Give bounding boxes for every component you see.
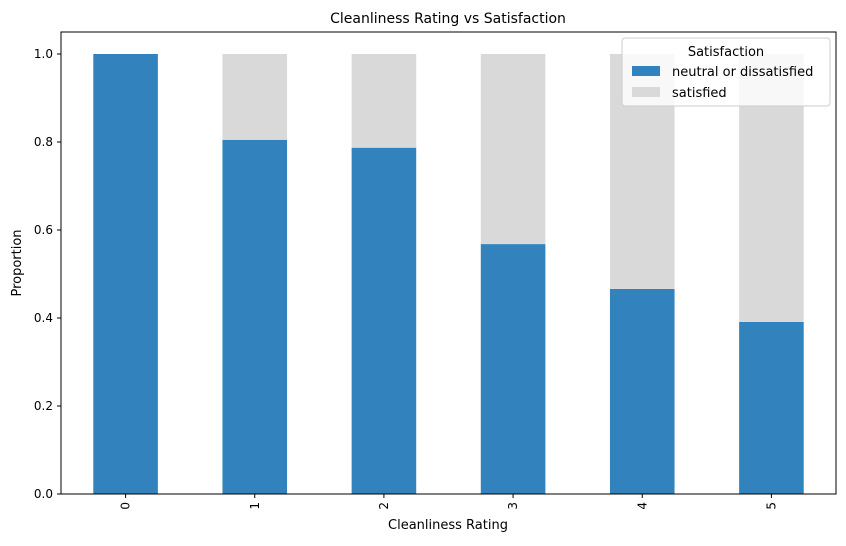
bar-satisfied-1: [222, 54, 288, 140]
bars-group: [93, 54, 804, 495]
y-ticks-group: 0.0 0.2 0.4 0.6 0.8 1.0: [34, 47, 61, 501]
y-tick-label-1-0: 1.0: [34, 47, 53, 61]
axes-group: [60, 31, 837, 495]
bar-neutral-or-dissatisfied-1: [222, 139, 288, 495]
bar-satisfied-2: [351, 54, 417, 148]
legend-swatch-satisfied: [632, 87, 660, 97]
y-tick-label-0-0: 0.0: [34, 487, 53, 501]
x-tick-label-3: 3: [506, 502, 520, 510]
bar-neutral-or-dissatisfied-3: [480, 244, 546, 494]
x-tick-label-5: 5: [764, 502, 778, 510]
legend-label-neutral-or-dissatisfied: neutral or dissatisfied: [672, 65, 813, 80]
y-tick-label-0-4: 0.4: [34, 311, 53, 325]
x-axis-label: Cleanliness Rating: [388, 518, 508, 533]
y-axis-label: Proportion: [10, 229, 25, 296]
legend-label-satisfied: satisfied: [672, 86, 727, 101]
chart-title: Cleanliness Rating vs Satisfaction: [330, 11, 566, 27]
bar-neutral-or-dissatisfied-2: [351, 147, 417, 494]
x-tick-label-2: 2: [377, 502, 391, 510]
legend-frame: [621, 37, 831, 107]
legend: Satisfaction neutral or dissatisfied sat…: [621, 37, 831, 107]
y-tick-label-0-6: 0.6: [34, 223, 53, 237]
plot-frame: [60, 31, 837, 495]
x-ticks-group: 0 1 2 3 4 5: [119, 494, 778, 510]
y-tick-label-0-8: 0.8: [34, 135, 53, 149]
legend-swatch-neutral-or-dissatisfied: [632, 66, 660, 76]
bar-neutral-or-dissatisfied-5: [739, 321, 804, 494]
legend-title: Satisfaction: [688, 45, 764, 60]
bar-satisfied-3: [480, 54, 546, 245]
x-tick-label-0: 0: [119, 502, 133, 510]
bar-neutral-or-dissatisfied-0: [93, 54, 158, 494]
y-tick-label-0-2: 0.2: [34, 399, 53, 413]
x-tick-label-4: 4: [635, 502, 649, 510]
bar-neutral-or-dissatisfied-4: [609, 288, 675, 494]
x-tick-label-1: 1: [248, 502, 262, 510]
